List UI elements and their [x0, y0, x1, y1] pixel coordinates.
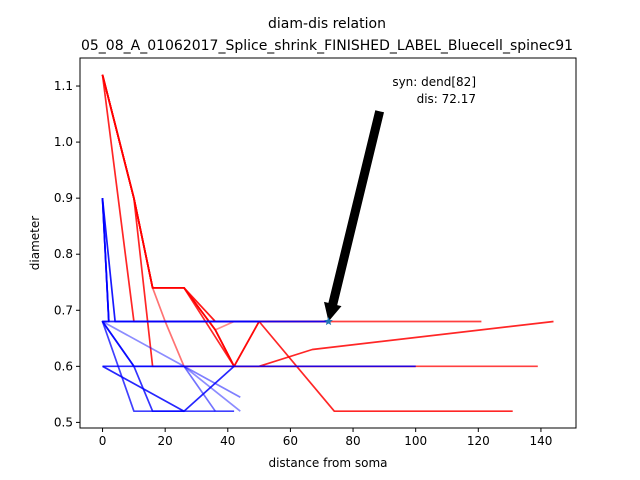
- x-tick-label: 100: [404, 434, 427, 448]
- annotation-line-2: dis: 72.17: [417, 92, 476, 106]
- y-tick-label: 0.8: [54, 247, 73, 261]
- y-tick-label: 1.1: [54, 79, 73, 93]
- x-tick-label: 80: [345, 434, 360, 448]
- y-tick-label: 0.7: [54, 303, 73, 317]
- annotation-arrow: [324, 110, 384, 322]
- x-tick-label: 120: [467, 434, 490, 448]
- chart-subtitle: 05_08_A_01062017_Splice_shrink_FINISHED_…: [81, 38, 573, 54]
- y-tick-label: 0.9: [54, 191, 73, 205]
- plot-frame: [79, 57, 577, 429]
- x-tick-label: 40: [220, 434, 235, 448]
- y-axis-label: diameter: [28, 216, 42, 270]
- synapse-marker: [324, 317, 333, 326]
- annotation-layer: [324, 110, 384, 326]
- y-tick-label: 0.6: [54, 359, 73, 373]
- x-tick-label: 60: [283, 434, 298, 448]
- series-line-13: [102, 365, 235, 413]
- x-tick-label: 140: [529, 434, 552, 448]
- x-tick-label: 0: [99, 434, 107, 448]
- y-tick-label: 1.0: [54, 135, 73, 149]
- y-tick-label: 0.5: [54, 415, 73, 429]
- x-tick-label: 20: [158, 434, 173, 448]
- series-layer: [101, 74, 554, 413]
- chart-title: diam-dis relation: [268, 16, 386, 32]
- x-axis-label: distance from soma: [268, 456, 387, 470]
- tick-layer: 0 20 40 60 80 100 120 140 0.5 0.6 0.7 0.8 0.9 1.0 1.1: [54, 79, 552, 448]
- annotation-line-1: syn: dend[82]: [392, 75, 476, 89]
